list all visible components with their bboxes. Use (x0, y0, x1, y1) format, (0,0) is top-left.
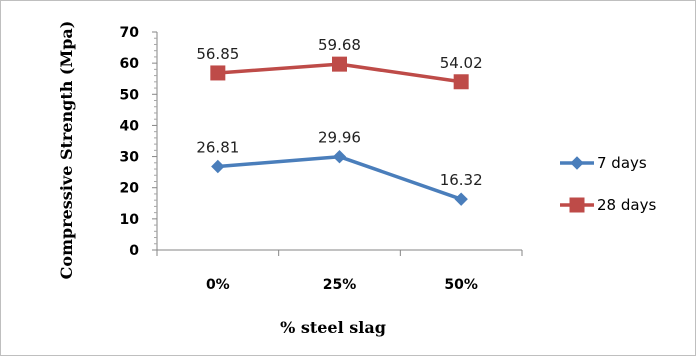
axes (156, 32, 522, 251)
legend-label: 28 days (597, 196, 656, 214)
data-label: 59.68 (318, 36, 361, 54)
data-point (453, 74, 469, 90)
legend: 7 days 28 days (560, 154, 656, 214)
x-tick-label: 25% (323, 277, 357, 293)
y-tick-label: 10 (120, 212, 140, 228)
y-tick-label: 0 (129, 243, 139, 259)
y-tick-label: 20 (120, 181, 140, 197)
y-tick-label: 30 (120, 150, 140, 166)
x-axis-title: % steel slag (280, 318, 386, 337)
data-point (332, 149, 347, 164)
data-point (454, 192, 468, 206)
legend-label: 7 days (597, 154, 647, 172)
data-labels: 26.81 29.96 16.32 56.85 59.68 54.02 (196, 36, 482, 189)
data-label: 29.96 (318, 129, 361, 147)
data-label: 16.32 (440, 171, 483, 189)
legend-marker (569, 197, 585, 213)
data-label: 54.02 (440, 54, 483, 72)
data-label: 56.85 (196, 45, 239, 63)
y-tick-label: 50 (120, 87, 140, 103)
series-layer (210, 56, 469, 206)
data-label: 26.81 (196, 139, 239, 157)
y-tick-label: 60 (120, 56, 140, 72)
data-point (332, 56, 347, 72)
x-tick-label: 50% (444, 277, 478, 293)
data-point (211, 159, 225, 174)
legend-marker (570, 156, 584, 170)
y-axis-title: Compressive Strength (Mpa) (57, 21, 76, 280)
x-tick-label: 0% (206, 277, 230, 293)
y-tick-label: 40 (120, 118, 140, 134)
data-point (210, 65, 226, 81)
y-tick-label: 70 (120, 25, 140, 41)
y-ticks: 0 10 20 30 40 50 60 70 0% 25% 50% (120, 25, 523, 293)
